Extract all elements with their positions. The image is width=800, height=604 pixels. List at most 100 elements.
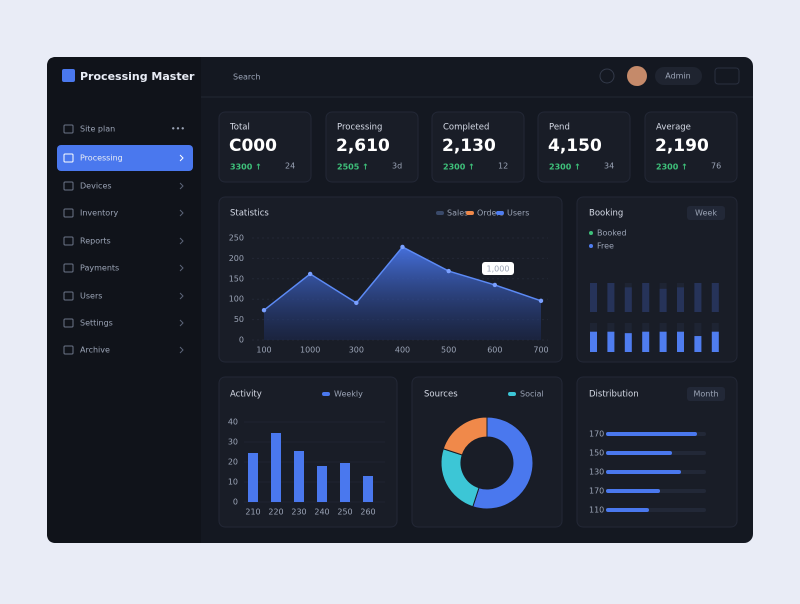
nav-icon bbox=[63, 208, 74, 218]
nav-item[interactable]: Reports bbox=[80, 237, 111, 246]
nav-icon bbox=[63, 345, 74, 355]
bar bbox=[317, 466, 327, 502]
bar bbox=[659, 288, 667, 312]
legend-swatch bbox=[466, 211, 474, 215]
stat-card bbox=[218, 111, 312, 183]
nav-item[interactable]: Payments bbox=[80, 264, 119, 273]
stat-note: 76 bbox=[711, 162, 721, 171]
legend-swatch bbox=[436, 211, 444, 215]
area bbox=[264, 246, 541, 340]
nav-item[interactable]: Site plan bbox=[80, 125, 115, 134]
chevron bbox=[179, 209, 184, 217]
bar bbox=[606, 451, 672, 455]
legend-label: Booked bbox=[597, 229, 627, 238]
bar bbox=[642, 283, 650, 312]
stat-delta: 3300 ↑ bbox=[230, 163, 262, 172]
legend-swatch bbox=[508, 392, 516, 396]
stat-label: Total bbox=[229, 123, 250, 133]
bar bbox=[606, 489, 660, 493]
x-tick-label: 100 bbox=[256, 346, 271, 355]
avatar[interactable] bbox=[627, 66, 647, 86]
filter-label: Month bbox=[693, 390, 718, 399]
chart-title: Distribution bbox=[589, 390, 639, 400]
filter-button[interactable] bbox=[687, 387, 725, 401]
stat-label: Processing bbox=[337, 123, 382, 133]
stat-label: Pend bbox=[549, 123, 570, 133]
profile-role: Admin bbox=[665, 72, 691, 81]
filter-label: Week bbox=[695, 209, 717, 218]
bar bbox=[606, 432, 697, 436]
row-label: 130 bbox=[589, 468, 604, 477]
stat-note: 3d bbox=[392, 162, 402, 171]
x-tick-label: 500 bbox=[441, 346, 456, 355]
bar bbox=[607, 283, 615, 312]
bar bbox=[659, 331, 667, 352]
legend-label: Social bbox=[520, 390, 544, 399]
booking-panel bbox=[576, 196, 738, 363]
x-tick-label: 240 bbox=[314, 508, 329, 517]
nav-item[interactable]: Inventory bbox=[80, 209, 118, 218]
bar bbox=[340, 463, 350, 502]
bar bbox=[624, 333, 632, 352]
chevron bbox=[179, 292, 184, 300]
y-tick-label: 250 bbox=[229, 234, 244, 243]
bar bbox=[590, 283, 597, 312]
chevron bbox=[179, 182, 184, 190]
bar bbox=[248, 453, 258, 502]
profile-pill[interactable] bbox=[655, 67, 702, 85]
bar bbox=[590, 331, 597, 352]
point bbox=[538, 298, 544, 304]
point bbox=[492, 282, 498, 288]
nav-icon bbox=[63, 181, 74, 191]
stat-value: 4,150 bbox=[548, 136, 602, 156]
chevron bbox=[179, 346, 184, 354]
x-tick-label: 600 bbox=[487, 346, 502, 355]
stat-card bbox=[537, 111, 631, 183]
point bbox=[307, 271, 313, 277]
nav-item[interactable]: Users bbox=[80, 292, 102, 301]
filter-button[interactable] bbox=[687, 206, 725, 220]
bar bbox=[363, 476, 373, 502]
bar bbox=[606, 470, 681, 474]
stat-delta: 2300 ↑ bbox=[443, 163, 475, 172]
row-label: 170 bbox=[589, 430, 604, 439]
stat-delta: 2300 ↑ bbox=[656, 163, 688, 172]
chart-title: Activity bbox=[230, 390, 262, 400]
x-tick-label: 220 bbox=[268, 508, 283, 517]
nav-item[interactable]: Processing bbox=[80, 154, 123, 163]
nav-icon bbox=[63, 124, 74, 134]
stat-note: 24 bbox=[285, 162, 295, 171]
chart-title: Statistics bbox=[230, 209, 269, 219]
stat-card bbox=[644, 111, 738, 183]
nav-item[interactable]: Devices bbox=[80, 182, 112, 191]
nav-icon bbox=[63, 263, 74, 273]
notifications[interactable] bbox=[599, 68, 615, 84]
donut-slice bbox=[442, 416, 488, 456]
y-tick-label: 50 bbox=[234, 315, 244, 324]
nav-item[interactable]: Settings bbox=[80, 319, 113, 328]
nav-item[interactable]: Archive bbox=[80, 346, 110, 355]
bar bbox=[624, 287, 632, 312]
row-label: 150 bbox=[589, 449, 604, 458]
bar bbox=[271, 433, 281, 502]
bar bbox=[642, 331, 650, 352]
x-tick-label: 700 bbox=[533, 346, 548, 355]
legend-swatch bbox=[496, 211, 504, 215]
bar bbox=[711, 331, 719, 352]
chevron bbox=[179, 154, 184, 162]
legend-label: Weekly bbox=[334, 390, 363, 399]
search[interactable]: Search bbox=[233, 73, 260, 82]
chart-title: Booking bbox=[589, 209, 623, 219]
tooltip bbox=[482, 262, 514, 275]
stat-value: 2,130 bbox=[442, 136, 496, 156]
stat-delta: 2505 ↑ bbox=[337, 163, 369, 172]
nav-active bbox=[57, 145, 193, 171]
stat-card bbox=[431, 111, 525, 183]
logo bbox=[62, 69, 75, 82]
menu-button[interactable] bbox=[714, 67, 740, 85]
legend-swatch bbox=[322, 392, 330, 396]
bar bbox=[694, 336, 702, 352]
stat-label: Average bbox=[656, 123, 691, 133]
nav-icon bbox=[63, 153, 74, 163]
